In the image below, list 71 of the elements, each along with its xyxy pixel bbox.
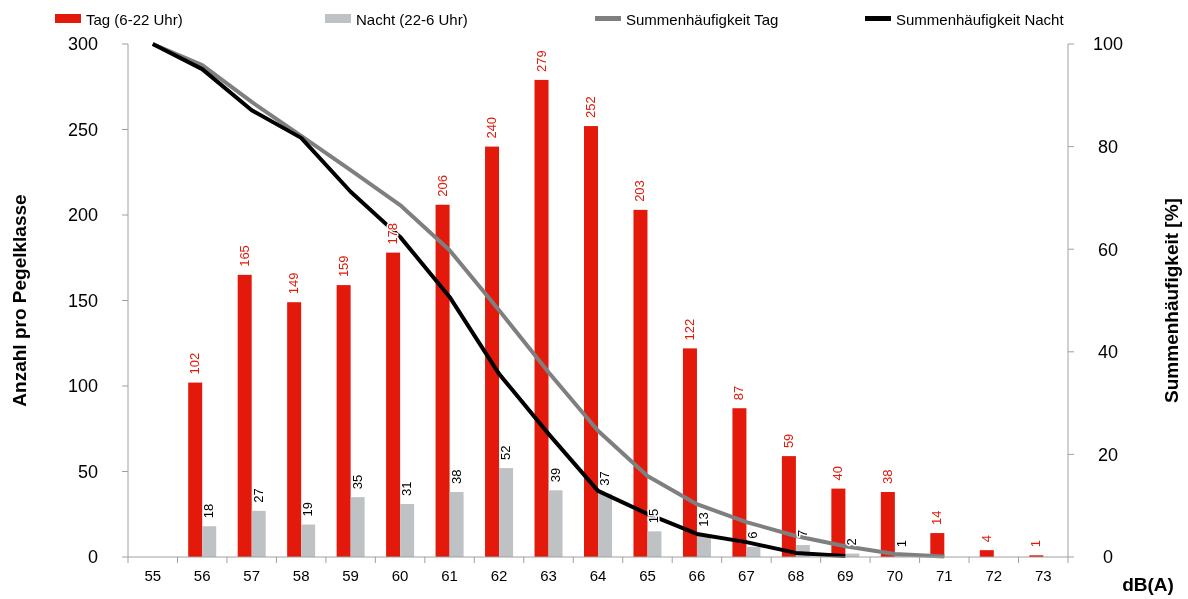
x-tick-label: 56 bbox=[193, 567, 211, 584]
x-tick-label: 63 bbox=[540, 567, 557, 584]
x-tick-label: 66 bbox=[688, 567, 706, 584]
data-label: 14 bbox=[929, 510, 945, 526]
x-axis-title: dB(A) bbox=[1122, 574, 1174, 595]
data-label: 178 bbox=[385, 222, 401, 245]
x-tick-label: 70 bbox=[886, 567, 904, 584]
x-tick-label: 72 bbox=[985, 567, 1003, 584]
x-tick-label: 57 bbox=[243, 567, 261, 584]
y-tick-label: 50 bbox=[77, 461, 98, 482]
x-tick-label: 59 bbox=[342, 567, 359, 584]
y2-tick-label: 100 bbox=[1092, 34, 1124, 55]
data-label: 165 bbox=[236, 245, 252, 267]
data-label: 59 bbox=[780, 433, 796, 449]
data-label: 203 bbox=[632, 180, 648, 202]
legend-label: Summenhäufigkeit Nacht bbox=[896, 11, 1065, 29]
x-tick-label: 55 bbox=[144, 567, 162, 584]
y-tick-label: 200 bbox=[67, 205, 98, 226]
x-tick-label: 61 bbox=[441, 567, 458, 584]
data-label: 38 bbox=[448, 469, 464, 485]
data-label: 279 bbox=[533, 50, 549, 72]
data-label: 27 bbox=[250, 488, 266, 503]
x-tick-label: 69 bbox=[837, 567, 854, 584]
data-label: 252 bbox=[583, 96, 598, 119]
data-label: 35 bbox=[349, 474, 365, 490]
data-label: 19 bbox=[300, 502, 316, 517]
data-label: 38 bbox=[879, 469, 895, 485]
data-label: 87 bbox=[731, 385, 747, 401]
data-label: 102 bbox=[187, 352, 203, 375]
legend-label: Tag (6-22 Uhr) bbox=[86, 11, 183, 29]
y2-tick-label: 0 bbox=[1102, 547, 1114, 568]
data-label: 13 bbox=[695, 512, 711, 527]
x-tick-label: 60 bbox=[391, 567, 409, 584]
data-label: 4 bbox=[978, 534, 994, 543]
data-label: 149 bbox=[286, 272, 302, 295]
x-tick-label: 68 bbox=[787, 567, 805, 584]
data-label: 240 bbox=[484, 116, 500, 139]
data-label: 1 bbox=[1028, 540, 1044, 548]
data-label: 37 bbox=[597, 471, 612, 486]
data-label: 206 bbox=[434, 175, 450, 197]
data-label: 122 bbox=[681, 318, 697, 341]
y2-tick-label: 20 bbox=[1097, 444, 1119, 465]
data-label: 159 bbox=[335, 255, 351, 278]
x-tick-label: 58 bbox=[292, 567, 310, 584]
y-tick-label: 0 bbox=[87, 547, 98, 568]
x-tick-label: 73 bbox=[1034, 567, 1052, 584]
y2-axis-title: Summenhäufigkeit [%] bbox=[1161, 198, 1182, 403]
y-tick-label: 150 bbox=[67, 290, 98, 311]
data-label: 7 bbox=[794, 529, 810, 538]
legend-label: Summenhäufigkeit Tag bbox=[626, 11, 779, 29]
data-label: 18 bbox=[201, 503, 217, 519]
x-tick-label: 64 bbox=[589, 567, 607, 584]
data-label: 40 bbox=[830, 466, 846, 481]
data-label: 52 bbox=[498, 445, 514, 461]
y-tick-label: 250 bbox=[67, 119, 98, 140]
y-tick-label: 300 bbox=[67, 34, 98, 55]
x-tick-label: 62 bbox=[490, 567, 508, 584]
y-tick-label: 100 bbox=[67, 376, 98, 397]
y2-tick-label: 60 bbox=[1097, 239, 1119, 260]
x-tick-label: 65 bbox=[639, 567, 656, 584]
data-label: 1 bbox=[893, 540, 909, 548]
x-tick-label: 67 bbox=[738, 567, 755, 584]
data-label: 31 bbox=[399, 481, 415, 496]
legend-label: Nacht (22-6 Uhr) bbox=[356, 11, 468, 29]
x-tick-label: 71 bbox=[935, 567, 953, 584]
data-label: 2 bbox=[844, 538, 860, 546]
y-axis-title: Anzahl pro Pegelklasse bbox=[9, 194, 30, 407]
data-label: 6 bbox=[745, 531, 761, 539]
y2-tick-label: 80 bbox=[1097, 136, 1119, 157]
data-label: 39 bbox=[547, 467, 563, 483]
y2-tick-label: 40 bbox=[1097, 342, 1119, 363]
